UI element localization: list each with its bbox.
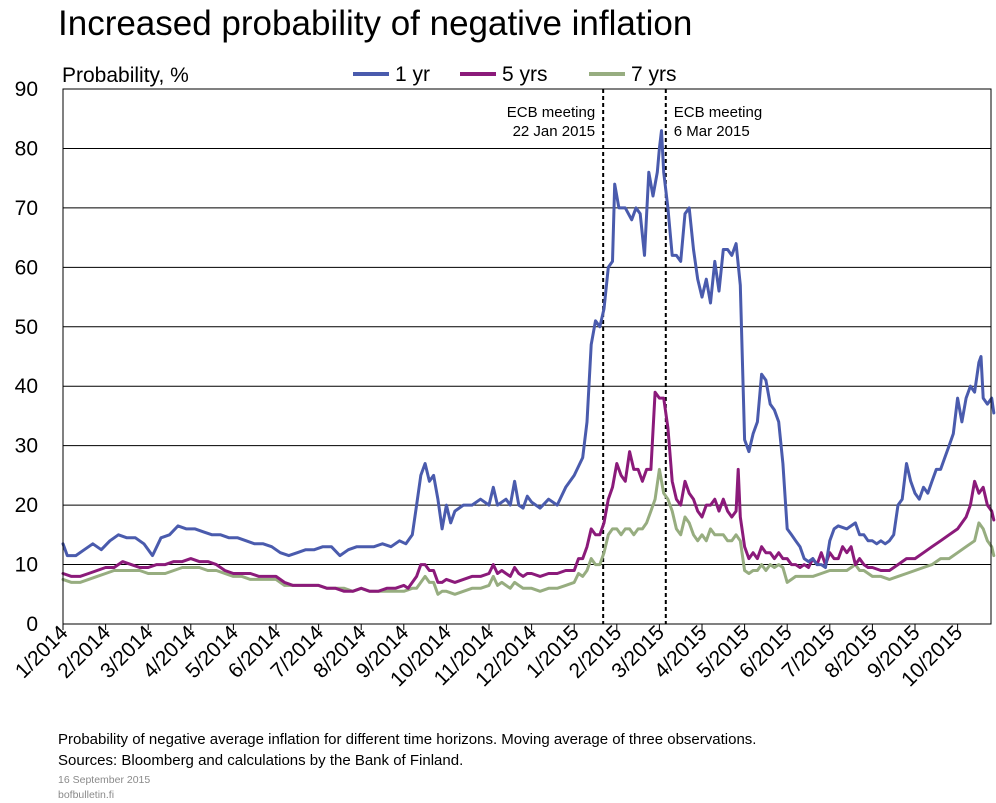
chart-title: Increased probability of negative inflat… xyxy=(58,4,693,43)
annotations: ECB meeting 22 Jan 2015 ECB meeting 6 Mar 2… xyxy=(507,89,762,624)
y-tick-label: 10 xyxy=(15,554,38,577)
y-tick-label: 20 xyxy=(15,494,38,517)
y-tick-label: 80 xyxy=(15,137,38,160)
y-tick-label: 90 xyxy=(15,78,38,101)
y-tick-label: 40 xyxy=(15,375,38,398)
annotation-text: 6 Mar 2015 xyxy=(674,123,750,140)
x-axis: 1/20142/20143/20144/20145/20146/20147/20… xyxy=(11,621,967,691)
series-line-5-yrs xyxy=(61,390,996,593)
y-tick-label: 60 xyxy=(15,256,38,279)
legend: 1 yr 5 yrs 7 yrs xyxy=(353,63,677,86)
series-lines xyxy=(61,129,996,596)
series-line-1-yr xyxy=(61,129,996,569)
annotation-text: 22 Jan 2015 xyxy=(513,123,596,140)
annotation-text: ECB meeting xyxy=(674,104,762,121)
y-tick-label: 30 xyxy=(15,435,38,458)
y-axis-label: Probability, % xyxy=(62,64,189,87)
site-url: bofbulletin.fi xyxy=(58,789,115,801)
legend-label: 7 yrs xyxy=(631,63,677,86)
plot-frame xyxy=(62,88,992,625)
y-tick-label: 70 xyxy=(15,197,38,220)
y-axis: 0 10 20 30 40 50 60 70 80 90 xyxy=(15,78,38,636)
legend-label: 5 yrs xyxy=(502,63,548,86)
series-line-7-yrs xyxy=(61,467,996,596)
publication-date: 16 September 2015 xyxy=(58,774,151,786)
y-tick-label: 50 xyxy=(15,316,38,339)
footnote: Probability of negative average inflatio… xyxy=(58,731,757,748)
sources-note: Sources: Bloomberg and calculations by t… xyxy=(58,752,464,769)
legend-label: 1 yr xyxy=(395,63,430,86)
annotation-text: ECB meeting xyxy=(507,104,595,121)
y-tick-label: 0 xyxy=(26,613,38,636)
gridlines xyxy=(63,147,991,566)
